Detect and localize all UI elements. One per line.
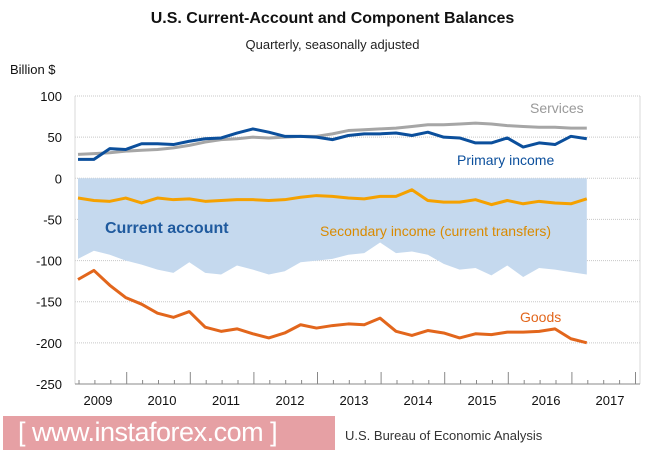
- x-tick-label: 2015: [468, 393, 497, 408]
- watermark-text: [ www.instaforex.com ]: [18, 417, 278, 447]
- y-tick-label: -200: [36, 336, 62, 351]
- chart-title: U.S. Current-Account and Component Balan…: [150, 10, 515, 27]
- services-label: Services: [530, 100, 584, 116]
- goods-label: Goods: [520, 309, 561, 325]
- secondary-income-label: Secondary income (current transfers): [320, 223, 551, 239]
- chart-subtitle: Quarterly, seasonally adjusted: [245, 37, 420, 52]
- x-tick-label: 2013: [340, 393, 369, 408]
- primary-line: [78, 127, 588, 161]
- y-tick-label: -250: [36, 377, 62, 392]
- source-note: U.S. Bureau of Economic Analysis: [345, 428, 543, 443]
- current-account-label: Current account: [105, 220, 229, 237]
- x-tick-label: 2011: [212, 393, 240, 408]
- y-tick-label: 0: [55, 171, 62, 186]
- y-tick-label: -100: [36, 254, 62, 269]
- y-tick-label: 50: [48, 130, 62, 145]
- x-tick-label: 2009: [84, 393, 113, 408]
- x-tick-label: 2014: [404, 393, 433, 408]
- watermark: [ www.instaforex.com ]: [3, 416, 335, 450]
- x-tick-label: 2010: [148, 393, 177, 408]
- x-tick-label: 2012: [276, 393, 305, 408]
- y-tick-label: -50: [43, 212, 62, 227]
- secondary-line: [77, 188, 588, 207]
- services-line: [77, 121, 587, 156]
- x-tick-label: 2017: [596, 393, 625, 408]
- x-tick-label: 2016: [532, 393, 561, 408]
- y-axis-label: Billion $: [10, 62, 56, 77]
- y-tick-label: -150: [36, 295, 62, 310]
- goods-line: [77, 268, 588, 345]
- primary-income-label: Primary income: [457, 152, 554, 168]
- y-tick-label: 100: [40, 89, 62, 104]
